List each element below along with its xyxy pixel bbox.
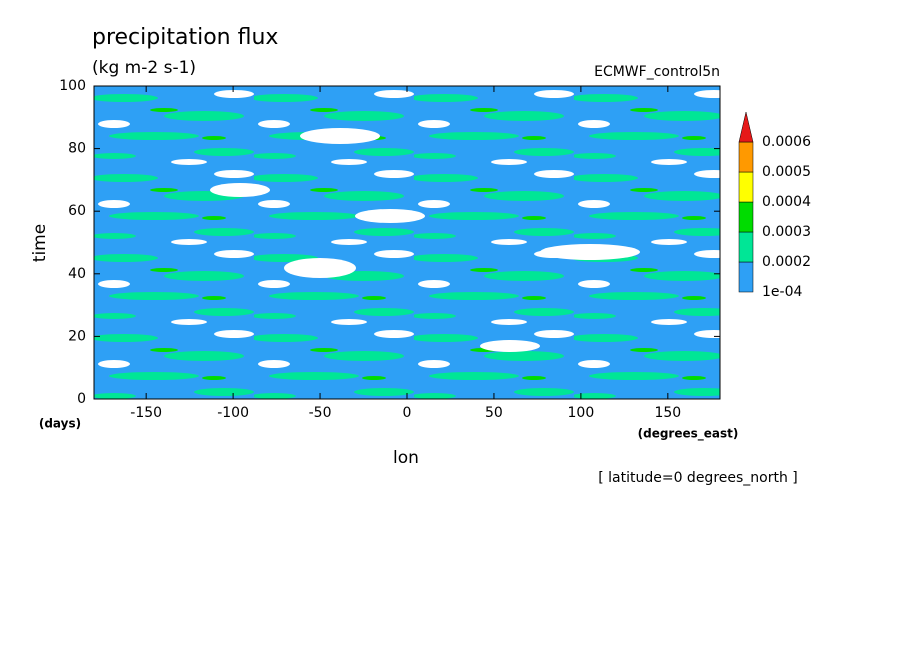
colorbar-box <box>738 171 754 203</box>
x-tick-label: -150 <box>130 405 162 421</box>
x-tick-label: -50 <box>309 405 332 421</box>
x-axis-unit: (degrees_east) <box>638 427 739 442</box>
y-tick-label: 20 <box>68 328 86 344</box>
y-tick-label: 0 <box>77 391 86 407</box>
field-texture <box>300 128 380 144</box>
y-tick-label: 100 <box>59 78 86 94</box>
x-tick-label: 100 <box>568 405 595 421</box>
y-axis-label: time <box>30 224 50 262</box>
note: [ latitude=0 degrees_north ] <box>598 470 798 486</box>
x-tick-label: 0 <box>403 405 412 421</box>
y-tick-label: 40 <box>68 266 86 282</box>
x-tick-label: 50 <box>485 405 503 421</box>
colorbar-label: 1e-04 <box>762 284 802 300</box>
field-texture <box>284 258 356 278</box>
colorbar-label: 0.0002 <box>762 254 811 270</box>
y-axis-unit: (days) <box>39 417 81 431</box>
colorbar-label: 0.0003 <box>762 224 811 240</box>
y-tick-label: 60 <box>68 203 86 219</box>
field-texture <box>94 86 720 399</box>
x-tick-label: 150 <box>654 405 681 421</box>
chart-subtitle: (kg m-2 s-1) <box>92 58 196 78</box>
x-tick-label: -100 <box>217 405 249 421</box>
colorbar-box <box>738 231 754 263</box>
field-texture <box>540 244 640 260</box>
colorbar-label: 0.0005 <box>762 164 811 180</box>
colorbar-label: 0.0004 <box>762 194 811 210</box>
colorbar-triangle <box>738 111 754 143</box>
colorbar-box <box>738 201 754 233</box>
y-tick-label: 80 <box>68 141 86 157</box>
colorbar-box <box>738 261 754 293</box>
x-axis-label: lon <box>393 448 419 468</box>
field-texture <box>480 340 540 352</box>
colorbar-box <box>738 141 754 173</box>
field-texture <box>355 209 425 223</box>
field-texture <box>210 183 270 197</box>
dataset-label: ECMWF_control5n <box>594 64 720 80</box>
chart-title: precipitation flux <box>92 25 278 50</box>
colorbar-label: 0.0006 <box>762 134 811 150</box>
